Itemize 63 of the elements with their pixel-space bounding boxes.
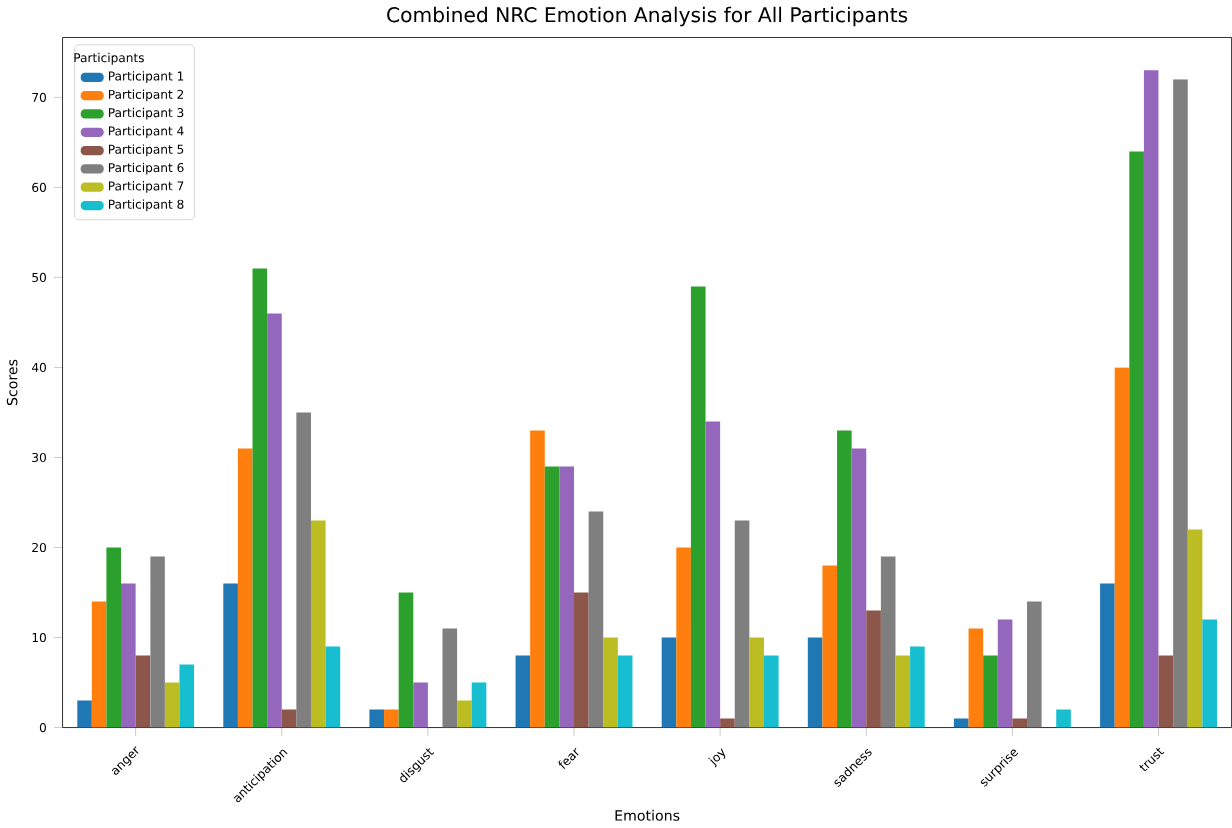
bar — [866, 610, 881, 728]
bar — [384, 709, 399, 728]
bar — [164, 682, 180, 728]
bar — [763, 655, 779, 728]
bar — [106, 547, 122, 728]
bar — [150, 556, 165, 728]
bar — [705, 421, 721, 728]
bar — [1143, 70, 1159, 728]
bar — [910, 646, 925, 728]
bar — [281, 709, 297, 728]
bar — [413, 682, 428, 728]
bar — [471, 682, 487, 728]
bar — [77, 700, 92, 728]
bar — [822, 565, 838, 728]
bar — [457, 700, 472, 728]
bar — [544, 466, 560, 728]
bar — [1056, 709, 1071, 728]
bar — [676, 547, 691, 728]
bar — [559, 466, 575, 728]
bar — [997, 619, 1013, 728]
chart-title: Combined NRC Emotion Analysis for All Participants — [387, 6, 908, 27]
bar — [1173, 79, 1188, 728]
bar — [837, 430, 852, 728]
bar — [1158, 655, 1174, 728]
bar — [135, 655, 151, 728]
bar — [179, 664, 195, 728]
bar — [310, 520, 326, 728]
bar — [252, 268, 268, 728]
bar — [1114, 367, 1130, 728]
bar — [617, 655, 633, 728]
bar — [1129, 151, 1144, 728]
bar — [895, 655, 911, 728]
bar — [530, 430, 545, 728]
bar — [1027, 601, 1042, 728]
bar — [720, 718, 735, 728]
bar — [325, 646, 341, 728]
bar — [223, 583, 238, 728]
bar — [968, 628, 984, 728]
bar — [91, 601, 107, 728]
bar — [953, 718, 969, 728]
bar — [588, 511, 604, 728]
bar — [515, 655, 531, 728]
bar — [690, 286, 706, 728]
bar — [807, 637, 823, 728]
bar — [1202, 619, 1217, 728]
bar — [121, 583, 136, 728]
bar — [296, 412, 311, 728]
bar — [267, 313, 282, 728]
bar — [603, 637, 618, 728]
bar — [442, 628, 458, 728]
bar — [574, 592, 589, 728]
bar — [749, 637, 764, 728]
bar — [880, 556, 896, 728]
bar — [734, 520, 750, 728]
bar — [983, 655, 998, 728]
bar — [369, 709, 385, 728]
bar — [237, 448, 253, 728]
bar — [1187, 529, 1203, 728]
bar — [661, 637, 677, 728]
bar — [1012, 718, 1028, 728]
bar — [1100, 583, 1115, 728]
bar — [398, 592, 414, 728]
bar — [851, 448, 867, 728]
